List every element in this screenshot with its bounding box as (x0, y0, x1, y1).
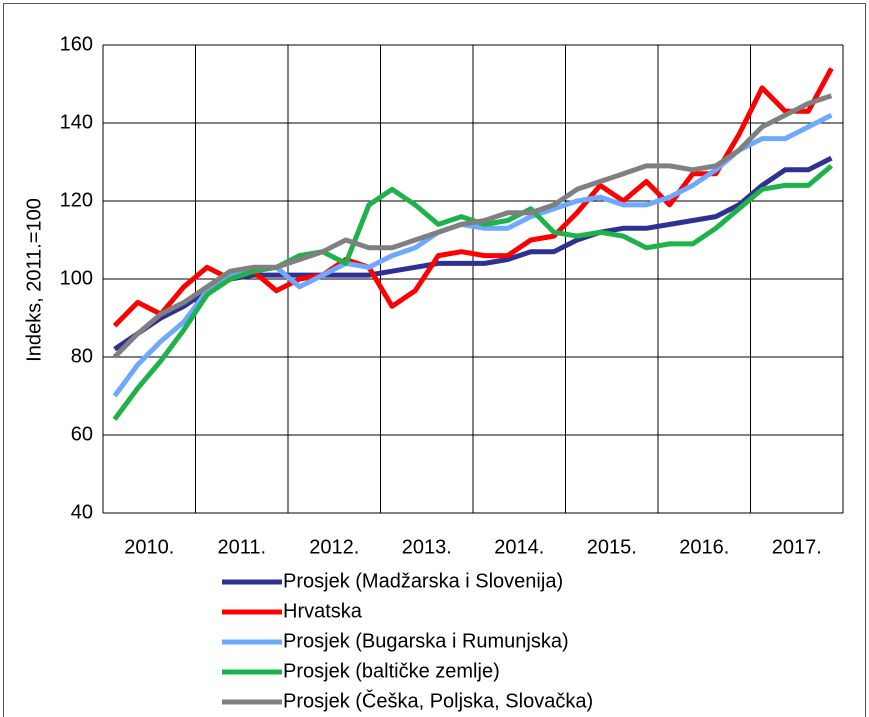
x-tick-label: 2013. (402, 536, 452, 558)
y-axis-label: Indeks, 2011.=100 (23, 198, 45, 362)
y-tick-label: 80 (71, 345, 93, 367)
y-tick-label: 120 (60, 189, 93, 211)
legend-label: Prosjek (baltičke zemlje) (283, 660, 500, 682)
x-tick-label: 2015. (587, 536, 637, 558)
legend-label: Prosjek (Češka, Poljska, Slovačka) (283, 689, 593, 712)
frame (3, 3, 866, 717)
x-tick-label: 2016. (679, 536, 729, 558)
legend-label: Prosjek (Bugarska i Rumunjska) (283, 630, 569, 652)
x-tick-label: 2014. (494, 536, 544, 558)
x-tick-label: 2011. (217, 536, 266, 558)
legend-label: Prosjek (Madžarska i Slovenija) (283, 570, 563, 592)
y-tick-label: 160 (60, 33, 93, 55)
series-line (112, 93, 833, 359)
y-tick-label: 100 (60, 267, 93, 289)
legend-label: Hrvatska (283, 600, 363, 622)
x-tick-label: 2012. (309, 536, 359, 558)
y-tick-label: 140 (60, 111, 93, 133)
x-tick-label: 2017. (772, 536, 822, 558)
x-tick-label: 2010. (124, 536, 174, 558)
y-tick-label: 40 (71, 501, 93, 523)
series-line (112, 112, 833, 398)
y-tick-label: 60 (71, 423, 93, 445)
